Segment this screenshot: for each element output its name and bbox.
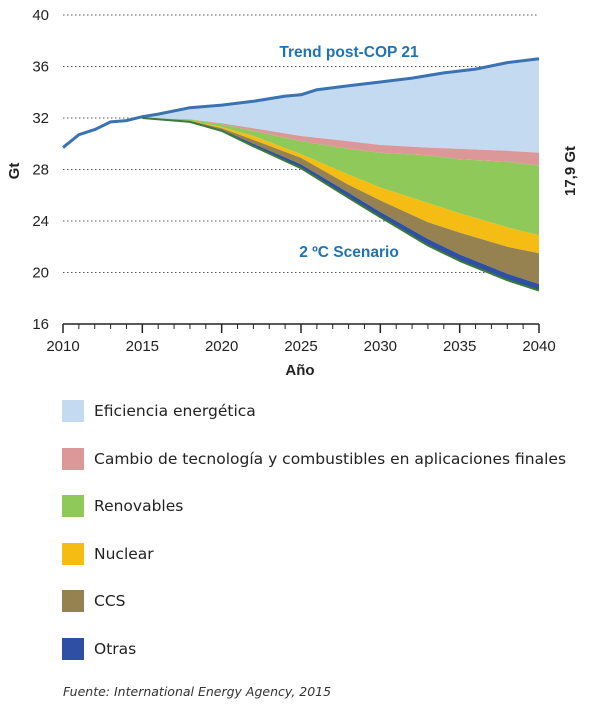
scenario-annotation: 2 ºC Scenario — [299, 244, 399, 261]
legend-label: Renovables — [94, 497, 184, 516]
legend-swatch — [62, 637, 84, 660]
scenario-areas — [142, 58, 540, 291]
legend-label: Eficiencia energética — [94, 402, 256, 420]
source-note: Fuente: International Energy Agency, 201… — [63, 684, 332, 699]
legend-label: Otras — [94, 639, 137, 658]
y-axis-title: Gt — [6, 163, 23, 180]
legend-item-eficiencia: Eficiencia energética — [62, 394, 592, 442]
legend-swatch — [62, 542, 84, 565]
y-tick-label: 36 — [32, 59, 49, 76]
x-tick-label: 2030 — [364, 338, 397, 355]
area-renovables — [142, 118, 540, 236]
area-eficiencia — [142, 58, 540, 153]
y-tick-label: 40 — [32, 7, 49, 24]
legend-swatch — [62, 590, 84, 613]
legend-item-cambio: Cambio de tecnología y combustibles en a… — [62, 442, 592, 490]
legend-item-nuclear: Nuclear — [62, 537, 592, 585]
legend: Eficiencia energética Cambio de tecnolog… — [62, 394, 592, 680]
legend-label: Cambio de tecnología y combustibles en a… — [94, 449, 567, 468]
axis-ticks: 2010 2015 2020 2025 2030 2035 2040 16 20 24 28 32 36… — [32, 7, 555, 355]
total-reduction-label: 17,9 Gt — [562, 146, 579, 196]
legend-item-ccs: CCS — [62, 584, 592, 632]
trend-line — [62, 57, 540, 149]
legend-item-renovables: Renovables — [62, 489, 592, 537]
series-lines — [62, 57, 540, 292]
x-tick-label: 2035 — [443, 338, 476, 355]
area-ccs — [142, 118, 540, 285]
area-cambio — [142, 118, 540, 166]
area-nuclear — [142, 118, 540, 254]
scenario-line — [142, 117, 540, 292]
legend-swatch — [62, 400, 84, 422]
y-tick-label: 20 — [32, 265, 49, 282]
x-tick-label: 2025 — [284, 338, 317, 355]
x-axis-title: Año — [285, 362, 314, 379]
legend-label: CCS — [94, 592, 126, 611]
legend-item-otras: Otras — [62, 632, 592, 680]
legend-label: Nuclear — [94, 544, 154, 563]
x-tick-label: 2015 — [126, 338, 159, 355]
emissions-chart: 2010 2015 2020 2025 2030 2035 2040 16 20 24 28 32 36… — [6, 7, 579, 379]
legend-swatch — [62, 447, 84, 470]
y-tick-label: 32 — [32, 110, 49, 127]
y-tick-label: 28 — [32, 162, 49, 179]
x-tick-label: 2020 — [205, 338, 238, 355]
y-tick-label: 16 — [32, 316, 49, 333]
area-otras — [142, 118, 540, 291]
trend-annotation: Trend post-COP 21 — [279, 44, 419, 61]
y-tick-label: 24 — [32, 213, 49, 230]
x-tick-label: 2010 — [46, 338, 79, 355]
x-tick-label: 2040 — [522, 338, 555, 355]
legend-swatch — [62, 495, 84, 518]
